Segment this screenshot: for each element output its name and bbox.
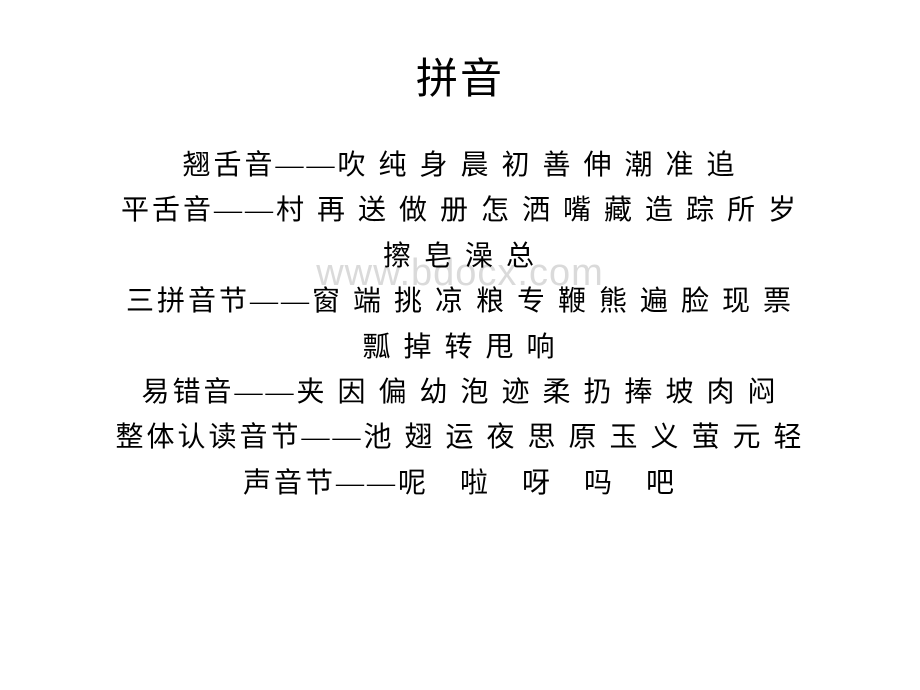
content-line-1: 翘舌音——吹 纯 身 晨 初 善 伸 潮 准 追 [30, 144, 890, 187]
content-line-6: 易错音——夹 因 偏 幼 泡 迹 柔 扔 捧 坡 肉 闷 [30, 371, 890, 414]
content-line-7: 整体认读音节——池 翅 运 夜 思 原 玉 义 萤 元 轻 [30, 416, 890, 459]
content-line-2: 平舌音——村 再 送 做 册 怎 洒 嘴 藏 造 踪 所 岁 [30, 189, 890, 232]
content-line-5: 瓢 掉 转 甩 响 [30, 326, 890, 369]
page-title: 拼音 [30, 45, 890, 106]
document-container: 拼音 翘舌音——吹 纯 身 晨 初 善 伸 潮 准 追 平舌音——村 再 送 做… [0, 0, 920, 505]
content-line-4: 三拼音节——窗 端 挑 凉 粮 专 鞭 熊 遍 脸 现 票 [30, 280, 890, 323]
content-line-3: 擦 皂 澡 总 [30, 235, 890, 278]
content-line-8: 声音节——呢 啦 呀 吗 吧 [30, 462, 890, 505]
